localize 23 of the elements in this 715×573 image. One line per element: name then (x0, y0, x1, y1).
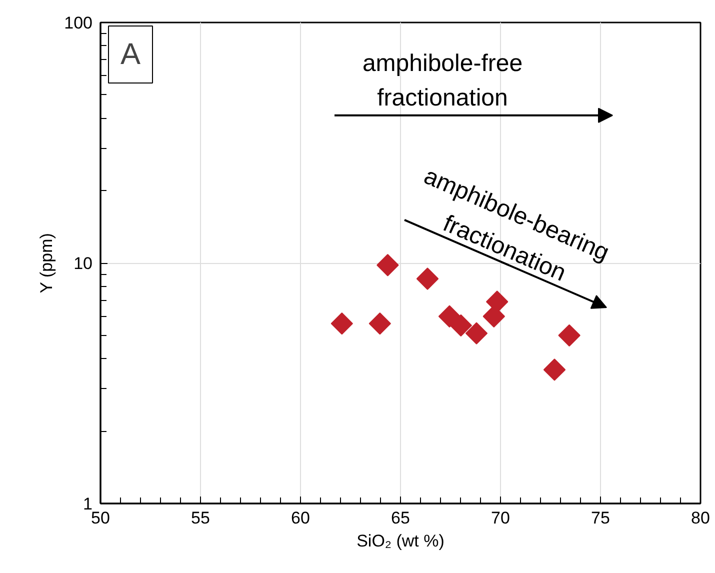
y-tick-label: 100 (64, 14, 93, 32)
point (543, 358, 566, 381)
y-tick-label: 10 (74, 254, 93, 273)
annotation: A (120, 38, 141, 71)
x-tick-label: 55 (191, 508, 210, 528)
point (558, 324, 580, 347)
x-tick-label: 65 (391, 508, 410, 528)
x-axis-title: SiO₂ (wt %) (356, 532, 444, 550)
x-tick-label: 75 (591, 508, 610, 528)
point (368, 312, 392, 335)
point (416, 268, 439, 290)
point (330, 312, 354, 335)
y-tick-label: 1 (83, 494, 93, 514)
x-tick-label: 60 (291, 508, 310, 528)
point (465, 322, 488, 344)
point (450, 314, 472, 337)
x-tick-label: 70 (491, 508, 510, 528)
x-tick-label: 50 (91, 508, 110, 528)
x-tick-label: 80 (691, 508, 710, 528)
point (376, 254, 399, 276)
point (438, 305, 461, 328)
y-axis-title: Y (ppm) (37, 233, 56, 294)
annotation: amphibole-free fractionation (362, 50, 523, 112)
